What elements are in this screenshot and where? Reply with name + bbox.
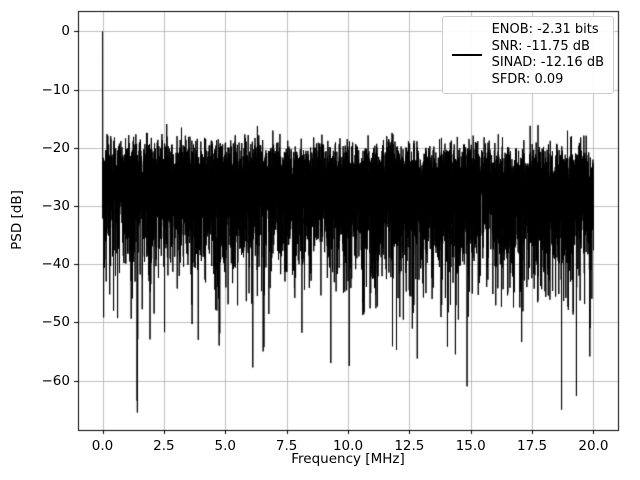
- y-tick-label: −50: [41, 314, 71, 331]
- x-tick-label: 17.5: [517, 438, 548, 454]
- legend-entry-sinad: SINAD: -12.16 dB: [491, 55, 604, 70]
- y-tick-label: −20: [41, 139, 71, 156]
- y-tick-label: −40: [41, 256, 71, 273]
- x-tick-label: 20.0: [578, 438, 609, 454]
- y-tick-label: −10: [41, 81, 71, 98]
- x-tick-label: 10.0: [332, 438, 364, 454]
- legend-entries: ENOB: -2.31 bits SNR: -11.75 dB SINAD: -…: [492, 22, 604, 88]
- legend-entry-enob: ENOB: -2.31 bits: [491, 22, 599, 37]
- y-tick-label: −30: [41, 197, 71, 214]
- y-tick-label: 0: [61, 23, 70, 40]
- x-tick-label: 2.5: [153, 438, 175, 454]
- x-tick-label: 7.5: [275, 438, 298, 454]
- x-tick-label: 0.0: [91, 438, 114, 454]
- x-tick-label: 15.0: [455, 438, 486, 454]
- y-tick-label: −60: [41, 372, 71, 389]
- x-tick-label: 12.5: [394, 438, 425, 454]
- legend: ENOB: -2.31 bits SNR: -11.75 dB SINAD: -…: [441, 16, 614, 94]
- legend-entry-sfdr: SFDR: 0.09: [491, 71, 564, 87]
- x-axis-label: Frequency [MHz]: [291, 451, 405, 467]
- legend-line-sample-icon: [451, 54, 482, 56]
- x-tick-label: 5.0: [214, 438, 237, 454]
- legend-entry-snr: SNR: -11.75 dB: [491, 38, 590, 54]
- y-axis-label: PSD [dB]: [9, 190, 25, 250]
